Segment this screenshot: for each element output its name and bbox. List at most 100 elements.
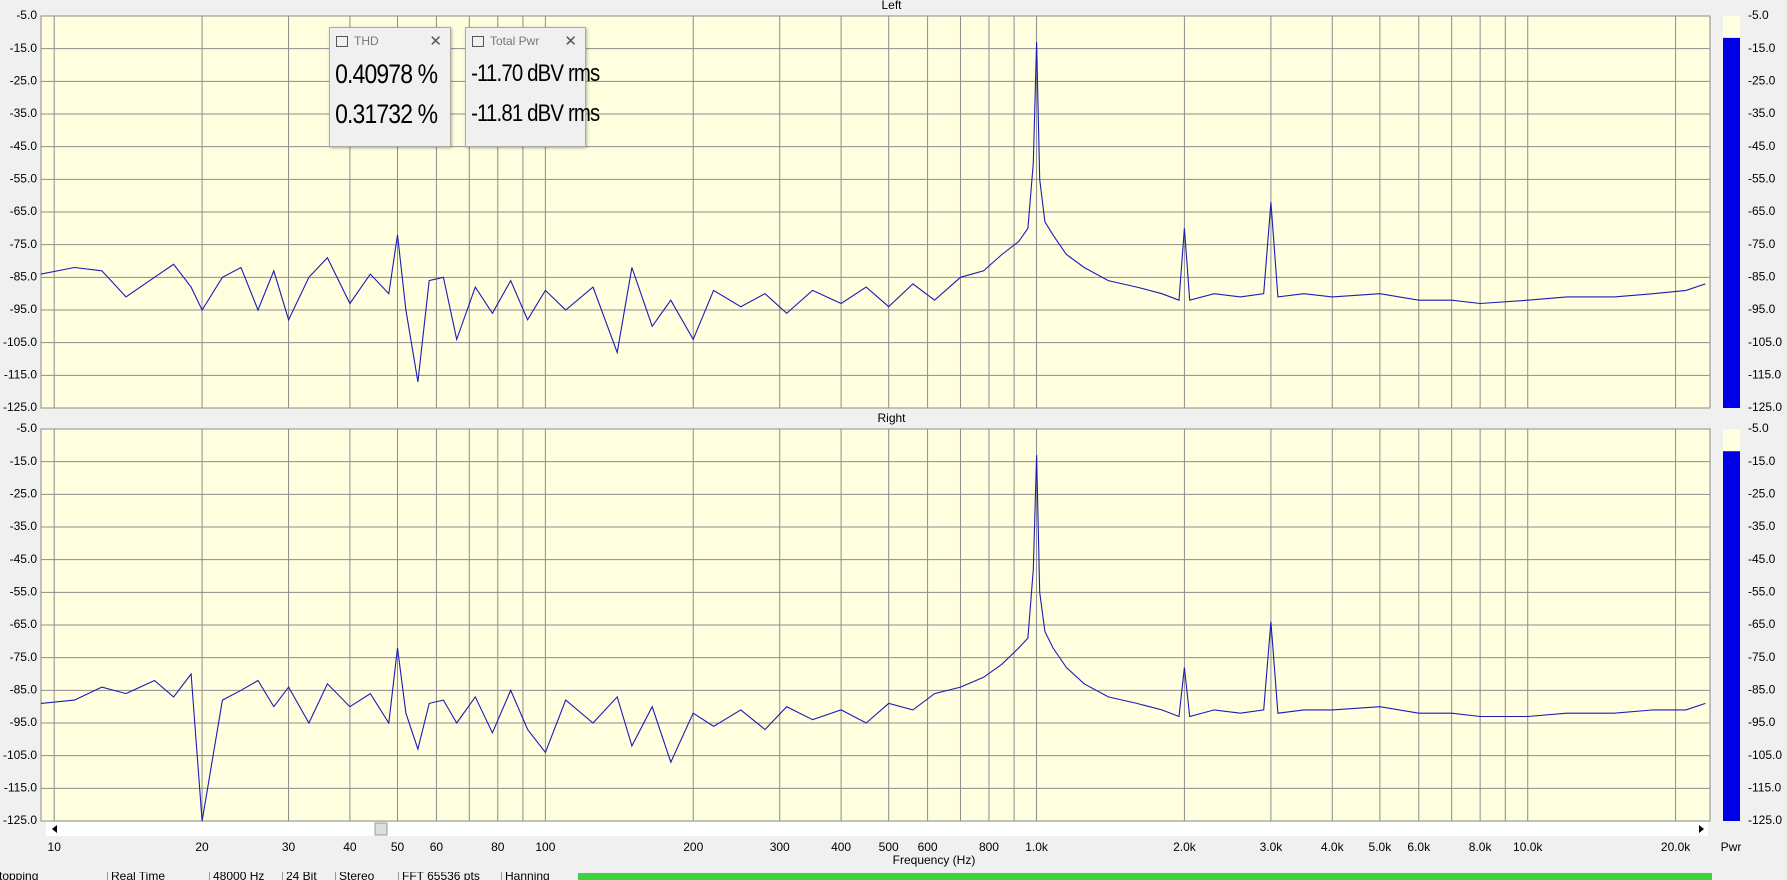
spectrum-line	[40, 42, 1706, 382]
meter-tick-label: -105.0	[1748, 748, 1782, 762]
meter-tick-label: -95.0	[1748, 715, 1776, 729]
meter-tick-label: -5.0	[1748, 8, 1769, 22]
meter-tick-label: -15.0	[1748, 41, 1776, 55]
meter-tick-label: -15.0	[1748, 454, 1776, 468]
x-tick-label: 500	[879, 840, 899, 854]
meter-tick-label: -115.0	[1748, 368, 1781, 382]
x-tick-label: 6.0k	[1407, 840, 1431, 854]
y-tick-label: -105.0	[3, 335, 37, 349]
icon	[336, 35, 348, 47]
close-button[interactable]: ✕	[429, 33, 442, 50]
x-tick-label: 5.0k	[1369, 840, 1393, 854]
y-tick-label: -125.0	[3, 813, 37, 827]
meter-tick-label: -75.0	[1748, 650, 1776, 664]
status-item: Stopping	[0, 872, 39, 880]
status-item: 48000 Hz	[209, 872, 264, 880]
x-tick-label: 10	[48, 840, 62, 854]
x-tick-label: 2.0k	[1173, 840, 1197, 854]
y-tick-label: -85.0	[10, 683, 38, 697]
window-title: THD	[354, 34, 379, 48]
scrollbar[interactable]	[46, 822, 1708, 836]
meter-tick-label: -75.0	[1748, 237, 1776, 251]
meter-tick-label: -85.0	[1748, 683, 1776, 697]
y-tick-label: -5.0	[16, 8, 37, 22]
window-title: Total Pwr	[490, 34, 540, 48]
x-tick-label: 400	[831, 840, 851, 854]
y-tick-label: -125.0	[3, 400, 37, 414]
readout: 0.40978 %	[335, 59, 438, 89]
x-tick-label: 20.0k	[1661, 840, 1691, 854]
meter-tick-label: -35.0	[1748, 106, 1776, 120]
y-tick-label: -115.0	[4, 368, 37, 382]
panel-title: Left	[881, 0, 902, 12]
x-tick-label: 20	[195, 840, 209, 854]
progress-bar	[578, 873, 1712, 880]
meter-tick-label: -85.0	[1748, 270, 1776, 284]
meter-tick-label: -105.0	[1748, 335, 1782, 349]
readout: 0.31732 %	[335, 99, 438, 129]
level-meter	[1723, 451, 1740, 821]
y-tick-label: -65.0	[10, 204, 38, 218]
status-item: FFT 65536 pts	[398, 872, 480, 880]
meter-tick-label: -35.0	[1748, 519, 1776, 533]
meter-label: Pwr	[1721, 840, 1742, 854]
y-tick-label: -75.0	[10, 650, 38, 664]
y-tick-label: -115.0	[4, 781, 37, 795]
x-tick-label: 600	[918, 840, 938, 854]
x-tick-label: 30	[282, 840, 296, 854]
status-item: 24 Bit	[282, 872, 317, 880]
status-item: Stereo	[335, 872, 374, 880]
meter-tick-label: -25.0	[1748, 74, 1776, 88]
status-bar: Stopping Real Time 48000 Hz 24 Bit Stere…	[0, 872, 1787, 880]
y-tick-label: -55.0	[10, 172, 38, 186]
window-header: Total Pwr	[466, 28, 585, 54]
power-window[interactable]: Total Pwr ✕ -11.70 dBV rms -11.81 dBV rm…	[465, 27, 600, 147]
y-tick-label: -55.0	[10, 585, 38, 599]
y-tick-label: -45.0	[10, 139, 38, 153]
y-tick-label: -25.0	[10, 74, 38, 88]
meter-tick-label: -45.0	[1748, 139, 1776, 153]
y-tick-label: -45.0	[10, 552, 38, 566]
level-meter	[1723, 37, 1740, 409]
scroll-left[interactable]	[52, 825, 57, 833]
y-tick-label: -95.0	[10, 302, 38, 316]
x-tick-label: 40	[343, 840, 357, 854]
y-tick-label: -65.0	[10, 617, 38, 631]
x-tick-label: 4.0k	[1321, 840, 1345, 854]
scroll-thumb[interactable]	[374, 822, 388, 836]
y-tick-label: -85.0	[10, 270, 38, 284]
x-tick-label: 50	[391, 840, 405, 854]
thd-window[interactable]: THD ✕ 0.40978 % 0.31732 %	[329, 27, 451, 147]
meter-tick-label: -125.0	[1748, 400, 1782, 414]
status-item: Hanning	[501, 872, 550, 880]
readout: -11.81 dBV rms	[471, 100, 600, 127]
y-tick-label: -95.0	[10, 715, 38, 729]
readout: -11.70 dBV rms	[471, 60, 600, 87]
meter-tick-label: -95.0	[1748, 302, 1776, 316]
y-tick-label: -5.0	[16, 421, 37, 435]
close-button[interactable]: ✕	[564, 33, 577, 50]
meter-tick-label: -5.0	[1748, 421, 1769, 435]
y-tick-label: -15.0	[10, 454, 38, 468]
status-item: Real Time	[107, 872, 165, 880]
y-tick-label: -105.0	[3, 748, 37, 762]
x-tick-label: 10.0k	[1513, 840, 1543, 854]
meter-tick-label: -65.0	[1748, 617, 1776, 631]
scroll-right[interactable]	[1699, 825, 1704, 833]
meter-tick-label: -125.0	[1748, 813, 1782, 827]
icon	[472, 35, 484, 47]
meter-tick-label: -115.0	[1748, 781, 1781, 795]
x-tick-label: 3.0k	[1260, 840, 1284, 854]
meter-tick-label: -55.0	[1748, 172, 1776, 186]
panel-title: Right	[877, 411, 906, 425]
x-tick-label: 300	[770, 840, 790, 854]
y-tick-label: -35.0	[10, 519, 38, 533]
meter-tick-label: -65.0	[1748, 204, 1776, 218]
spectrum-line	[40, 455, 1706, 822]
x-tick-label: 60	[430, 840, 444, 854]
meter-tick-label: -45.0	[1748, 552, 1776, 566]
y-tick-label: -25.0	[10, 487, 38, 501]
x-tick-label: 8.0k	[1469, 840, 1493, 854]
